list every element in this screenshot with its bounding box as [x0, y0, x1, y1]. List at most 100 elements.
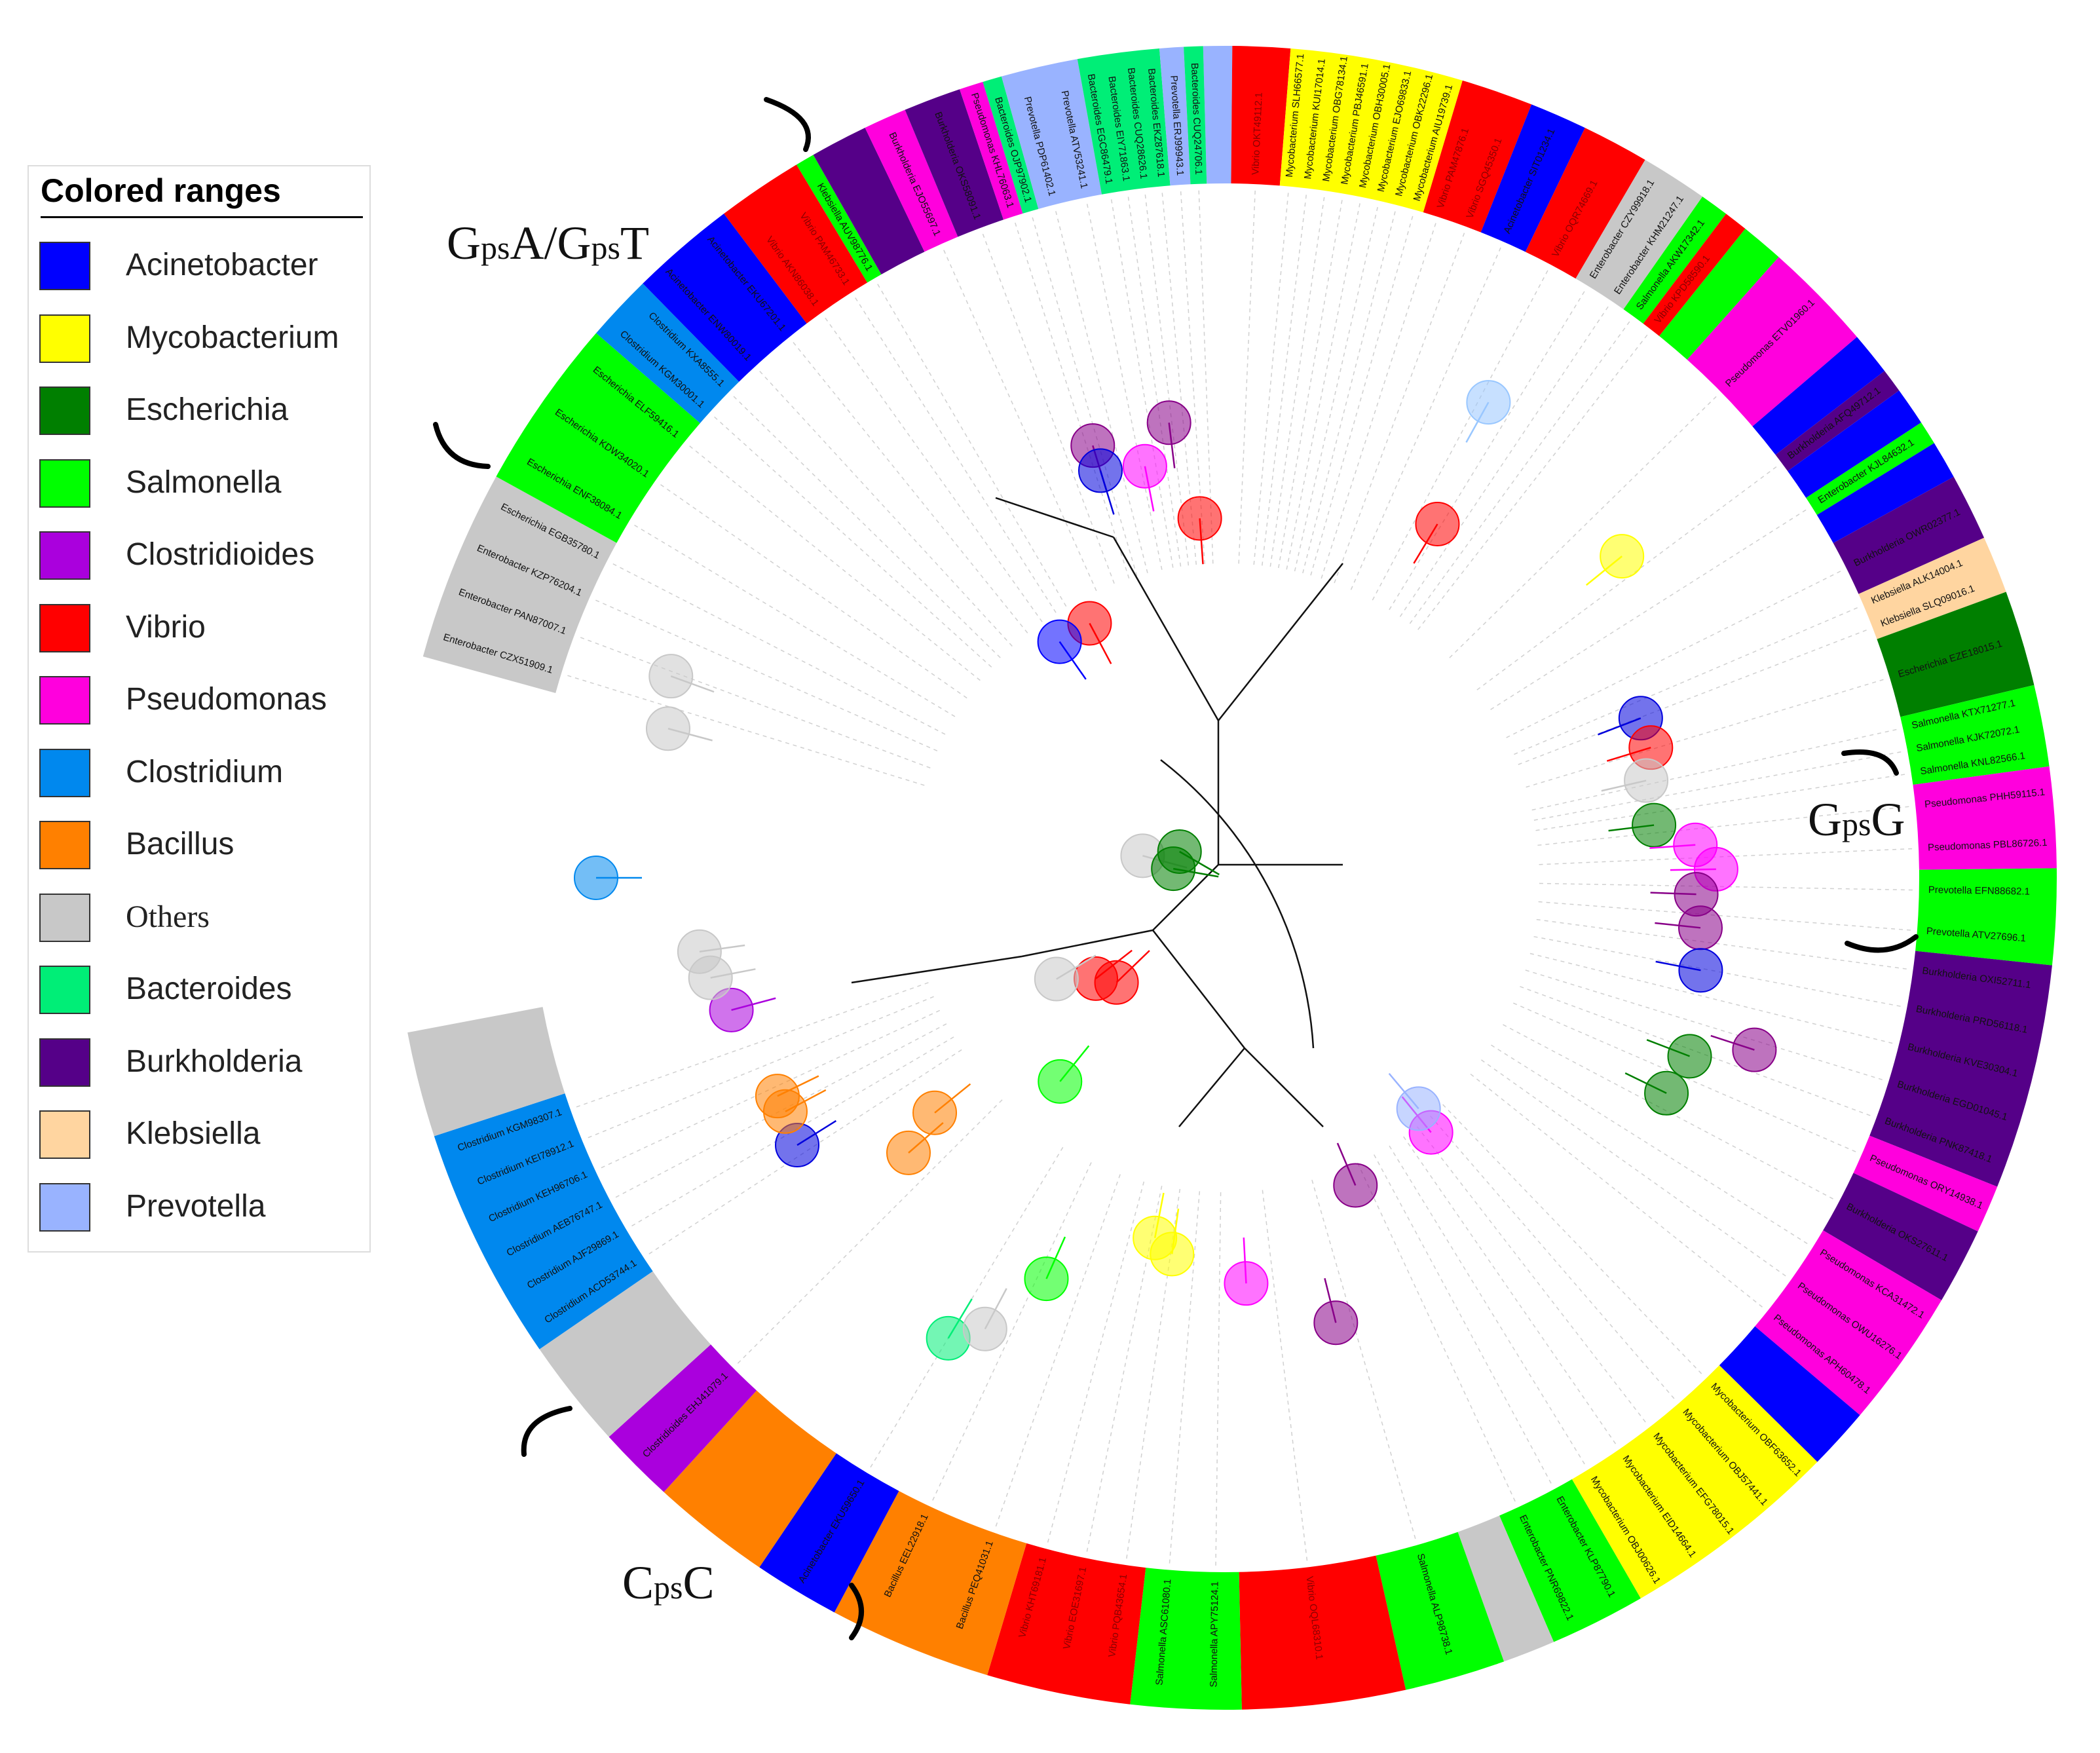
collapsed-clade-node	[1122, 443, 1167, 489]
legend-swatch	[39, 966, 90, 1014]
range-clostridium	[596, 283, 740, 423]
range-salmonella	[1499, 1479, 1641, 1642]
legend-label: Vibrio	[126, 609, 206, 645]
branch	[851, 955, 1022, 984]
guide-line	[853, 295, 1057, 613]
guide-line	[1278, 197, 1343, 569]
collapsed-clade-node	[1038, 1059, 1083, 1104]
guide-line	[1031, 214, 1138, 576]
legend-swatch	[39, 386, 90, 435]
legend-item-prevotella: Prevotella	[39, 1182, 367, 1235]
collapsed-clade-node	[1034, 956, 1079, 1002]
legend-label: Burkholderia	[126, 1044, 303, 1079]
legend-swatch	[39, 893, 90, 942]
collapsed-clade-node	[1667, 1034, 1712, 1079]
guide-line	[1514, 606, 1860, 755]
range-acinetobacter	[643, 214, 807, 382]
range-burkholderia	[1869, 951, 2052, 1187]
range-pseudomonas	[1755, 1230, 1942, 1416]
collapsed-clade-node	[709, 987, 754, 1032]
legend: Colored ranges Acinetobacter Mycobacteriu…	[28, 165, 371, 1253]
collapsed-clade-node	[1415, 501, 1460, 546]
branch	[1112, 537, 1220, 721]
guide-line	[994, 1174, 1121, 1530]
range-bacillus	[834, 1490, 1027, 1676]
range-prevotella	[1203, 46, 1233, 184]
range-salmonella	[1130, 1568, 1242, 1710]
guide-line	[1215, 1192, 1222, 1568]
colored-range-ring: Vibrio OKT49112.1 Mycobacterium SLH66577.…	[407, 46, 2057, 1710]
group-brackets	[433, 97, 1919, 1640]
guide-line	[1253, 190, 1289, 565]
guide-line	[1374, 1154, 1553, 1486]
guide-line	[1399, 304, 1610, 617]
guide-line	[585, 996, 934, 1139]
taxon-label: Vibrio OKT49112.1	[1250, 92, 1265, 176]
bracket-cpsC-left	[521, 1406, 572, 1457]
guide-line	[1526, 678, 1886, 788]
legend-label: Mycobacterium	[126, 320, 339, 355]
guide-line	[942, 247, 1097, 592]
guide-line	[1294, 204, 1379, 572]
range-acinetobacter	[1816, 443, 1954, 544]
range-klebsiella	[1858, 537, 2006, 639]
guide-line	[1518, 628, 1869, 765]
legend-swatch	[39, 821, 90, 869]
range-acinetobacter	[1788, 390, 1921, 498]
range-mycobacterium	[1571, 1365, 1818, 1598]
legend-swatch	[39, 314, 90, 363]
guide-line	[1311, 1180, 1417, 1541]
range-pseudomonas	[960, 81, 1023, 220]
legend-label: Bacillus	[126, 827, 234, 861]
guide-line	[1262, 192, 1307, 566]
legend-item-clostridium: Clostridium	[39, 748, 367, 801]
guide-line	[1490, 508, 1809, 710]
legend-label: Escherichia	[126, 392, 289, 427]
range-vibrio	[1231, 46, 1291, 186]
legend-item-bacillus: Bacillus	[39, 821, 367, 873]
range-acinetobacter	[759, 1453, 899, 1613]
collapsed-clade-node	[1037, 619, 1082, 664]
collapsed-clade-node	[1678, 905, 1723, 951]
legend-item-klebsiella: Klebsiella	[39, 1110, 367, 1163]
range-bacteroides	[1077, 48, 1171, 195]
bracket-gpsG-bottom	[1845, 934, 1919, 953]
range-acinetobacter	[1719, 1326, 1860, 1462]
branch	[1178, 1047, 1245, 1127]
branch	[1152, 930, 1245, 1049]
taxon-label: Prevotella EFN88682.1	[1928, 884, 2030, 897]
collapsed-clade-node	[962, 1306, 1007, 1351]
collapsed-clade-node	[1146, 400, 1191, 445]
guide-line	[757, 369, 1013, 647]
guide-line	[1538, 901, 1913, 931]
guide-line	[565, 674, 925, 786]
legend-item-acinetobacter: Acinetobacter	[39, 242, 367, 294]
guide-line	[1086, 201, 1163, 570]
legend-swatch	[39, 459, 90, 508]
legend-label: Pseudomonas	[126, 682, 327, 717]
range-salmonella	[1659, 229, 1779, 360]
collapsed-clade-node	[1177, 496, 1222, 541]
guide-line	[1110, 197, 1174, 568]
legend-swatch	[39, 242, 90, 290]
legend-label: Salmonella	[126, 464, 282, 500]
legend-swatch	[39, 676, 90, 725]
range-vibrio	[724, 164, 868, 324]
legend-label: Bacteroides	[126, 971, 292, 1006]
range-salmonella	[796, 155, 882, 283]
range-bacteroides	[983, 76, 1039, 214]
range-salmonella	[1915, 868, 2057, 966]
guide-line	[823, 315, 1043, 622]
range-burkholderia	[905, 89, 1003, 237]
range-others	[539, 1271, 711, 1437]
range-vibrio	[1423, 80, 1532, 233]
guide-line	[1491, 1044, 1810, 1246]
guide-line	[731, 394, 1001, 658]
guide-line	[1417, 332, 1649, 630]
collapsed-clade-node	[645, 706, 690, 751]
collapsed-clade-node	[755, 1074, 800, 1119]
guide-line	[1442, 1104, 1704, 1376]
collapsed-clade-node	[1644, 1070, 1689, 1116]
legend-item-others: Others	[39, 893, 367, 946]
